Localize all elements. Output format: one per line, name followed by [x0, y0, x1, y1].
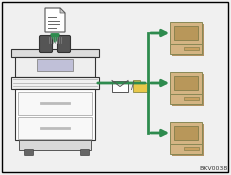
FancyBboxPatch shape: [174, 26, 198, 40]
FancyBboxPatch shape: [11, 49, 99, 57]
FancyBboxPatch shape: [2, 2, 228, 172]
FancyBboxPatch shape: [11, 77, 99, 89]
Text: BKV0038: BKV0038: [200, 166, 228, 171]
FancyBboxPatch shape: [170, 44, 202, 54]
FancyBboxPatch shape: [184, 97, 199, 100]
Text: /: /: [131, 81, 135, 91]
FancyBboxPatch shape: [18, 117, 92, 139]
FancyBboxPatch shape: [24, 149, 33, 156]
FancyBboxPatch shape: [133, 83, 149, 92]
FancyBboxPatch shape: [133, 80, 140, 84]
FancyBboxPatch shape: [172, 124, 204, 146]
FancyBboxPatch shape: [170, 144, 202, 154]
FancyBboxPatch shape: [172, 74, 204, 96]
FancyBboxPatch shape: [172, 146, 204, 156]
Polygon shape: [45, 8, 65, 32]
FancyBboxPatch shape: [170, 94, 202, 104]
FancyBboxPatch shape: [37, 59, 73, 71]
FancyBboxPatch shape: [15, 57, 95, 77]
FancyBboxPatch shape: [174, 76, 198, 90]
FancyBboxPatch shape: [112, 80, 128, 92]
FancyBboxPatch shape: [19, 140, 91, 150]
FancyBboxPatch shape: [18, 92, 92, 114]
FancyBboxPatch shape: [170, 22, 202, 44]
FancyBboxPatch shape: [170, 122, 202, 144]
FancyBboxPatch shape: [174, 126, 198, 140]
FancyBboxPatch shape: [170, 72, 202, 94]
FancyBboxPatch shape: [172, 96, 204, 106]
FancyBboxPatch shape: [172, 46, 204, 56]
FancyBboxPatch shape: [172, 24, 204, 46]
FancyBboxPatch shape: [58, 36, 70, 52]
FancyBboxPatch shape: [40, 36, 52, 52]
Polygon shape: [60, 8, 65, 13]
FancyBboxPatch shape: [184, 47, 199, 50]
FancyBboxPatch shape: [184, 147, 199, 150]
FancyBboxPatch shape: [15, 89, 95, 140]
FancyBboxPatch shape: [80, 149, 89, 156]
